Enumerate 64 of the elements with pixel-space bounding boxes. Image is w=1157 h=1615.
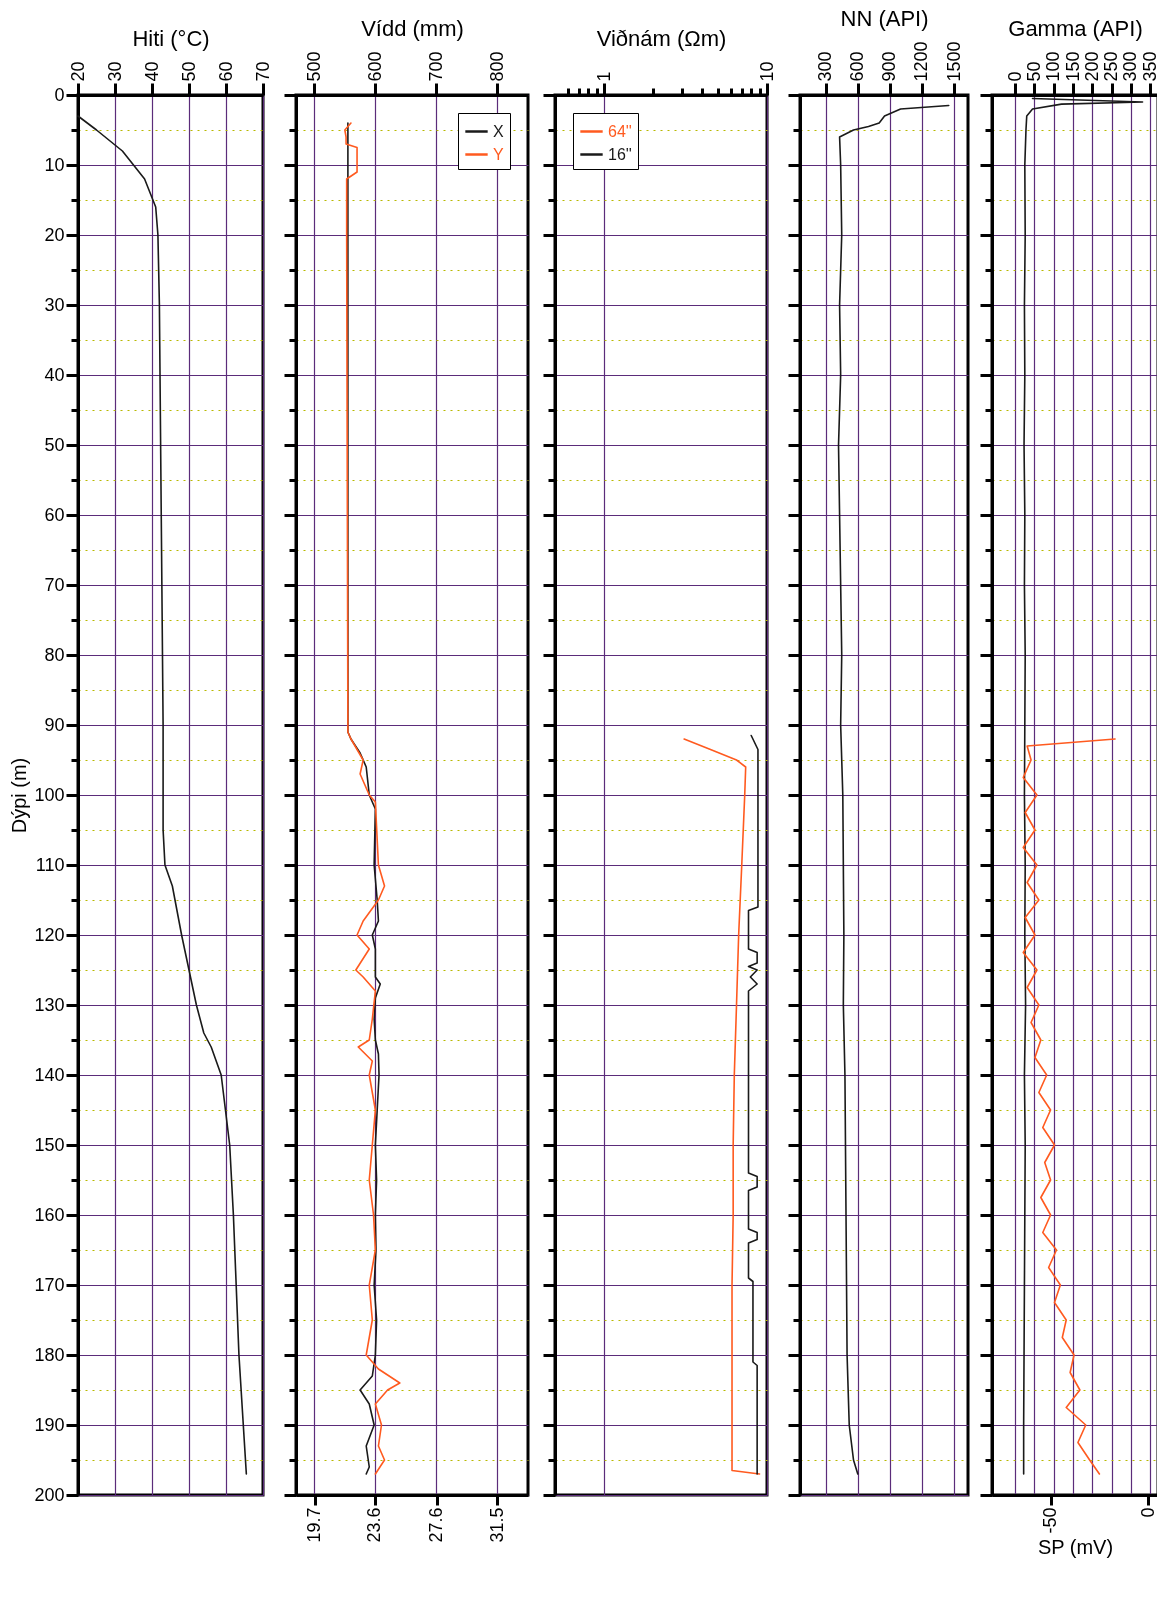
legend-label: Y <box>493 145 504 163</box>
y-tick-label: 20 <box>44 224 65 245</box>
x-tick-label: 0 <box>1004 71 1025 82</box>
line-series <box>77 115 248 1475</box>
x-tick-label: 200 <box>1081 51 1102 82</box>
x-axis-title: Gamma (API) <box>1008 16 1143 42</box>
x-axis-title: NN (API) <box>840 6 929 32</box>
y-tick-label: 0 <box>54 84 65 105</box>
x-tick-label: 700 <box>425 51 446 82</box>
x-tick-label: 60 <box>215 61 236 82</box>
y-tick-label: 170 <box>34 1274 65 1295</box>
y-tick-label: 60 <box>44 504 65 525</box>
x-axis-title: Hiti (°C) <box>132 26 210 52</box>
y-tick-label: 40 <box>44 364 65 385</box>
x-tick-label: 50 <box>178 61 199 82</box>
y-tick-label: 150 <box>34 1134 65 1155</box>
x-tick-label: 1 <box>593 71 614 82</box>
y-tick-label: 120 <box>34 924 65 945</box>
x-tick-label: 1500 <box>943 41 964 82</box>
y-tick-label: 50 <box>44 434 65 455</box>
x2-axis-title: SP (mV) <box>1037 1535 1114 1558</box>
y-tick-label: 110 <box>35 854 65 875</box>
y-tick-label: 100 <box>34 784 65 805</box>
y-tick-label: 30 <box>44 294 65 315</box>
x-tick-label: 10 <box>756 61 777 82</box>
x-tick-label: 40 <box>141 61 162 82</box>
y-tick-label: 140 <box>34 1064 65 1085</box>
x-tick-label: 900 <box>879 51 900 82</box>
x2-tick-label: 23.6 <box>364 1507 385 1543</box>
text: 64'' <box>608 122 632 140</box>
x-tick-label: 100 <box>1043 51 1064 82</box>
x-tick-label: 800 <box>486 51 507 82</box>
x-tick-label: 250 <box>1101 51 1122 82</box>
y-tick-label: 70 <box>44 574 65 595</box>
x-tick-label: 50 <box>1023 61 1044 82</box>
x-axis-title: Viðnám (Ωm) <box>596 26 727 52</box>
x2-tick-label: 19.7 <box>304 1507 325 1543</box>
x-tick-label: 600 <box>364 51 385 82</box>
x2-tick-label: 31.5 <box>486 1507 507 1543</box>
y-tick-label: 160 <box>34 1204 65 1225</box>
x2-tick-label: 27.6 <box>426 1507 447 1543</box>
y-tick-label: 80 <box>44 644 65 665</box>
y-tick-label: 180 <box>34 1344 65 1365</box>
x2-tick-label: 0 <box>1137 1507 1157 1518</box>
x-tick-label: 600 <box>847 51 868 82</box>
x-tick-label: 150 <box>1062 51 1083 82</box>
y-tick-label: 200 <box>34 1484 65 1505</box>
x-tick-label: 20 <box>67 61 88 82</box>
y-tick-label: 10 <box>44 154 65 175</box>
x-tick-label: 350 <box>1139 51 1157 82</box>
x-tick-label: 1200 <box>911 41 932 82</box>
x-tick-label: 300 <box>815 51 836 82</box>
x-tick-label: 30 <box>104 61 125 82</box>
legend-label: X <box>493 122 504 140</box>
x-tick-label: 300 <box>1120 51 1141 82</box>
x-axis-title: Vídd (mm) <box>361 16 464 42</box>
y-axis-title: Dýpi (m) <box>8 757 31 834</box>
x-tick-label: 70 <box>252 61 273 82</box>
x2-tick-label: -50 <box>1040 1507 1061 1534</box>
y-tick-label: 90 <box>44 714 65 735</box>
y-tick-label: 130 <box>34 994 65 1015</box>
text: 16'' <box>608 145 632 163</box>
y-tick-label: 190 <box>34 1414 65 1435</box>
x-tick-label: 500 <box>303 51 324 82</box>
